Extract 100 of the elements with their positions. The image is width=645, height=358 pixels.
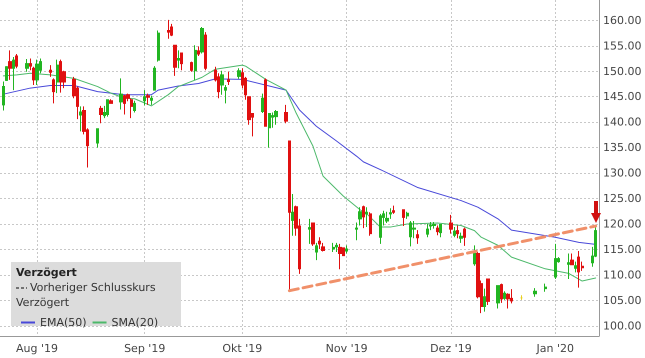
candlestick <box>274 109 278 126</box>
x-tick-label: Aug '19 <box>16 342 58 355</box>
candlestick <box>291 193 294 236</box>
y-tick-label: 110.00 <box>603 268 642 282</box>
line-series <box>2 78 596 245</box>
candlestick <box>56 59 59 94</box>
candlestick <box>130 98 133 119</box>
candlestick <box>402 209 405 227</box>
candlestick <box>308 218 311 244</box>
candlestick <box>200 26 204 54</box>
y-tick-label: 105.00 <box>603 294 642 307</box>
candlestick <box>436 225 439 236</box>
candlestick <box>194 44 197 80</box>
candlestick <box>355 222 358 241</box>
candlestick <box>284 104 288 124</box>
candlestick <box>453 226 456 238</box>
candlestick <box>567 253 570 280</box>
candlestick <box>123 94 126 116</box>
candlestick <box>167 19 170 40</box>
candlestick <box>496 284 500 310</box>
candlestick <box>449 214 453 234</box>
candlestick <box>170 23 173 37</box>
y-tick-label: 130.00 <box>603 166 642 180</box>
candlestick <box>389 208 392 220</box>
candlestick <box>96 128 99 148</box>
candlestick <box>25 58 29 72</box>
candlestick <box>533 288 537 298</box>
candlestick <box>459 232 463 244</box>
candlestick <box>439 224 442 238</box>
candlestick <box>288 140 291 292</box>
candlestick <box>463 227 466 246</box>
candlestick <box>500 283 503 304</box>
candlestick <box>506 292 510 310</box>
candlestick <box>365 206 368 228</box>
candlestick <box>5 66 8 82</box>
candlestick <box>311 222 315 246</box>
annotation: Vorheriger Schlusskurs <box>30 281 156 294</box>
candlestick <box>432 221 436 230</box>
candlestick <box>483 288 486 312</box>
candlestick <box>369 212 372 236</box>
annotation: Verzögert <box>16 296 70 309</box>
y-tick-label: 135.00 <box>603 141 642 154</box>
x-tick-label: Jan '20 <box>536 342 574 355</box>
candlestick <box>315 242 318 261</box>
candlestick <box>15 53 18 69</box>
x-tick-label: Okt '19 <box>222 342 262 355</box>
y-tick-label: 150.00 <box>603 64 642 78</box>
candlestick <box>150 95 153 106</box>
candlestick <box>8 50 12 80</box>
candlestick <box>456 225 459 239</box>
legend-label: SMA(20) <box>112 316 158 329</box>
candlestick <box>133 100 136 114</box>
candlestick <box>237 68 241 80</box>
legend-label: EMA(50) <box>40 316 87 329</box>
candlestick <box>190 61 193 72</box>
candlestick <box>180 52 183 71</box>
candlestick <box>570 253 574 266</box>
candlestick <box>486 278 490 306</box>
y-tick-label: 145.00 <box>603 90 642 104</box>
candlestick <box>318 236 321 250</box>
candlestick <box>473 244 476 266</box>
candlestick <box>173 44 177 76</box>
x-tick-label: Sep '19 <box>124 342 166 355</box>
candlestick <box>143 90 146 106</box>
candlestick <box>416 230 419 244</box>
candlestick <box>59 59 62 94</box>
candlestick <box>119 78 123 110</box>
candlestick <box>52 78 55 104</box>
y-tick-label: 160.00 <box>603 14 642 27</box>
candlestick <box>426 224 429 238</box>
candlestick <box>12 56 15 91</box>
candlestick <box>358 206 362 226</box>
line-series <box>2 64 596 282</box>
candlestick <box>345 244 348 254</box>
candlestick <box>554 243 557 280</box>
y-tick-label: 115.00 <box>603 242 642 256</box>
candlestick <box>577 250 580 288</box>
candlestick <box>197 46 200 56</box>
candlestick <box>2 80 5 111</box>
candlestick <box>335 242 338 252</box>
candlestick <box>99 105 103 124</box>
y-tick-label: 120.00 <box>603 218 642 230</box>
candlestick <box>409 220 412 247</box>
candlestick <box>406 211 409 220</box>
candlestick <box>35 59 39 86</box>
candlestick <box>544 283 547 292</box>
candlestick <box>153 66 156 91</box>
candlestick <box>503 290 506 300</box>
candlestick <box>268 112 271 148</box>
candlestick <box>204 32 207 71</box>
candlestick <box>177 50 180 69</box>
candlestick <box>146 93 150 106</box>
y-tick-label: 100.00 <box>603 319 642 332</box>
candlestick <box>106 98 109 118</box>
legend-title: Verzögert <box>16 266 77 279</box>
x-tick-label: Nov '19 <box>326 342 368 355</box>
candlestick <box>332 242 335 252</box>
y-tick-label: 125.00 <box>603 192 642 206</box>
candlestick <box>157 30 160 62</box>
candlestick <box>109 98 113 104</box>
